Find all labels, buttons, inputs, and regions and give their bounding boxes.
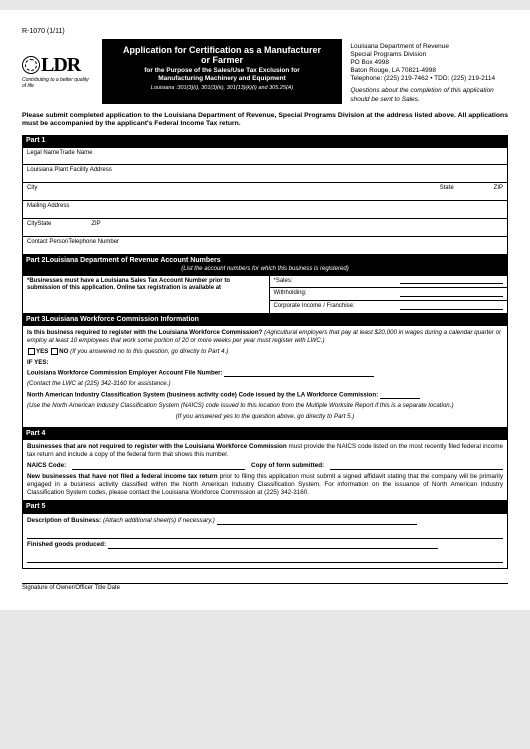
legal-name-field[interactable]: Legal NameTrade Name [22, 147, 508, 165]
logo-tagline: Contributing to a better quality of life [22, 77, 94, 90]
header-row: LDR Contributing to a better quality of … [22, 39, 508, 104]
naics-code-field[interactable] [380, 391, 420, 399]
yes-label: YES [36, 348, 48, 355]
yn-note: (If you answered no to this question, go… [70, 348, 228, 355]
part3-header: Part 3Louisiana Workforce Commission Inf… [22, 314, 508, 327]
finished-line2[interactable] [27, 551, 503, 563]
field-label: CityState [27, 221, 51, 229]
naics-head: North American Industry Classification S… [27, 391, 378, 398]
sub-title: for the Purpose of the Sales/Use Tax Exc… [122, 67, 323, 83]
dept-note: Questions about the completion of this a… [350, 87, 508, 103]
field-label: ZIP [494, 185, 503, 193]
state-seal-icon [22, 56, 40, 74]
withholding-account-field[interactable]: Withholding: [270, 288, 508, 301]
part3-body: Is this business required to register wi… [22, 326, 508, 427]
field-label: ZIP [91, 221, 100, 229]
signature-label: Signature of Owner/Officer Title Date [22, 585, 120, 591]
main-title: Application for Certification as a Manuf… [122, 45, 323, 66]
title-block: Application for Certification as a Manuf… [102, 39, 343, 104]
emp-num-field[interactable] [224, 369, 374, 377]
citystate-zip-field[interactable]: CityState ZIP [22, 219, 508, 237]
desc-line2[interactable] [27, 527, 503, 539]
naics-note2: (If you answered yes to the question abo… [27, 413, 503, 421]
dept-line: PO Box 4998 [350, 59, 508, 67]
dept-line: Louisiana Department of Revenue [350, 43, 508, 51]
desc-field[interactable] [217, 517, 417, 525]
field-label: Corporate Income / Franchise: [274, 303, 400, 311]
part2-header: Part 2Louisiana Department of Revenue Ac… [22, 255, 508, 275]
p4-t1b: Businesses that are not required to regi… [27, 443, 287, 450]
part1-header: Part 1 [22, 135, 508, 148]
naics-note1: (Use the North American Industry Classif… [27, 402, 503, 410]
yes-checkbox[interactable] [28, 348, 35, 355]
desc-label: Description of Business: [27, 517, 101, 524]
field-label: Legal NameTrade Name [27, 150, 92, 156]
field-label: Louisiana Plant Facility Address [27, 167, 112, 173]
plant-address-field[interactable]: Louisiana Plant Facility Address [22, 165, 508, 183]
corp-account-field[interactable]: Corporate Income / Franchise: [270, 301, 508, 313]
copy-label: Copy of form submitted: [251, 462, 324, 470]
no-label: NO [59, 348, 68, 355]
part2-sub: (List the account numbers for which this… [26, 266, 504, 274]
field-label: State [440, 185, 454, 193]
emp-note: (Contact the LWC at (225) 342-3160 for a… [27, 380, 503, 388]
dept-line: Baton Rouge, LA 70821-4998 [350, 67, 508, 75]
signature-line[interactable]: Signature of Owner/Officer Title Date [22, 583, 508, 593]
field-label: Withholding: [274, 290, 400, 298]
form-page: R-1070 (1/11) LDR Contributing to a bett… [0, 10, 530, 610]
p4-t2b: New businesses that have not filed a fed… [27, 473, 218, 480]
city-state-zip-field[interactable]: City State ZIP [22, 183, 508, 201]
part4-body: Businesses that are not required to regi… [22, 440, 508, 500]
part4-header: Part 4 [22, 428, 508, 441]
field-label: *Sales: [274, 278, 400, 286]
finished-label: Finished goods produced: [27, 541, 106, 548]
p3-q1: Is this business required to register wi… [27, 329, 262, 336]
contact-field[interactable]: Contact PersonTelephone Number [22, 237, 508, 255]
signature-row: Signature of Owner/Officer Title Date [22, 583, 508, 593]
part5-body: Description of Business: (Attach additio… [22, 514, 508, 569]
statutes: Louisiana :301(3)(i), 301(3)(k), 301(13)… [122, 85, 323, 92]
field-label: City [27, 185, 37, 193]
desc-note: (Attach additional sheet(s) if necessary… [103, 517, 215, 524]
part2-accounts: *Sales: Withholding: Corporate Income / … [270, 276, 508, 313]
instructions: Please submit completed application to t… [22, 112, 508, 129]
finished-field[interactable] [108, 541, 438, 549]
part2-title: Part 2Louisiana Department of Revenue Ac… [26, 257, 221, 264]
naics-code-input[interactable] [72, 461, 245, 470]
dept-line: Telephone: (225) 219-7462 • TDD: (225) 2… [350, 75, 508, 83]
part2-body: *Businesses must have a Louisiana Sales … [22, 276, 508, 314]
logo-letters: LDR [41, 53, 80, 78]
emp-num-label: Louisiana Workforce Commission Employer … [27, 370, 223, 377]
logo-column: LDR Contributing to a better quality of … [22, 39, 94, 104]
form-number: R-1070 (1/11) [22, 28, 508, 37]
naics-label: NAICS Code: [27, 462, 66, 470]
field-label: Mailing Address [27, 203, 69, 209]
part5-header: Part 5 [22, 501, 508, 514]
department-info: Louisiana Department of Revenue Special … [350, 39, 508, 104]
copy-form-input[interactable] [330, 461, 503, 470]
ldr-logo: LDR [22, 53, 80, 78]
part2-note: *Businesses must have a Louisiana Sales … [23, 276, 270, 313]
field-label: Contact PersonTelephone Number [27, 239, 119, 245]
sales-account-field[interactable]: *Sales: [270, 276, 508, 289]
dept-line: Special Programs Division [350, 51, 508, 59]
mailing-address-field[interactable]: Mailing Address [22, 201, 508, 219]
no-checkbox[interactable] [51, 348, 58, 355]
if-yes-label: IF YES: [27, 359, 503, 367]
